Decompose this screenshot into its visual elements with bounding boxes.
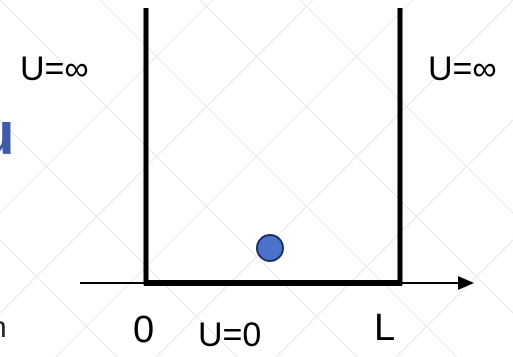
potential-label-left: U=∞ bbox=[20, 50, 89, 88]
potential-label-bottom: U=0 bbox=[198, 316, 262, 354]
potential-label-right: U=∞ bbox=[428, 50, 497, 88]
cropped-text-fragment: n bbox=[0, 313, 7, 343]
width-label: L bbox=[374, 307, 396, 349]
particle bbox=[256, 234, 284, 262]
origin-label: 0 bbox=[133, 309, 155, 351]
cropped-title-fragment: u bbox=[0, 104, 15, 164]
x-axis-arrowhead bbox=[458, 276, 474, 290]
